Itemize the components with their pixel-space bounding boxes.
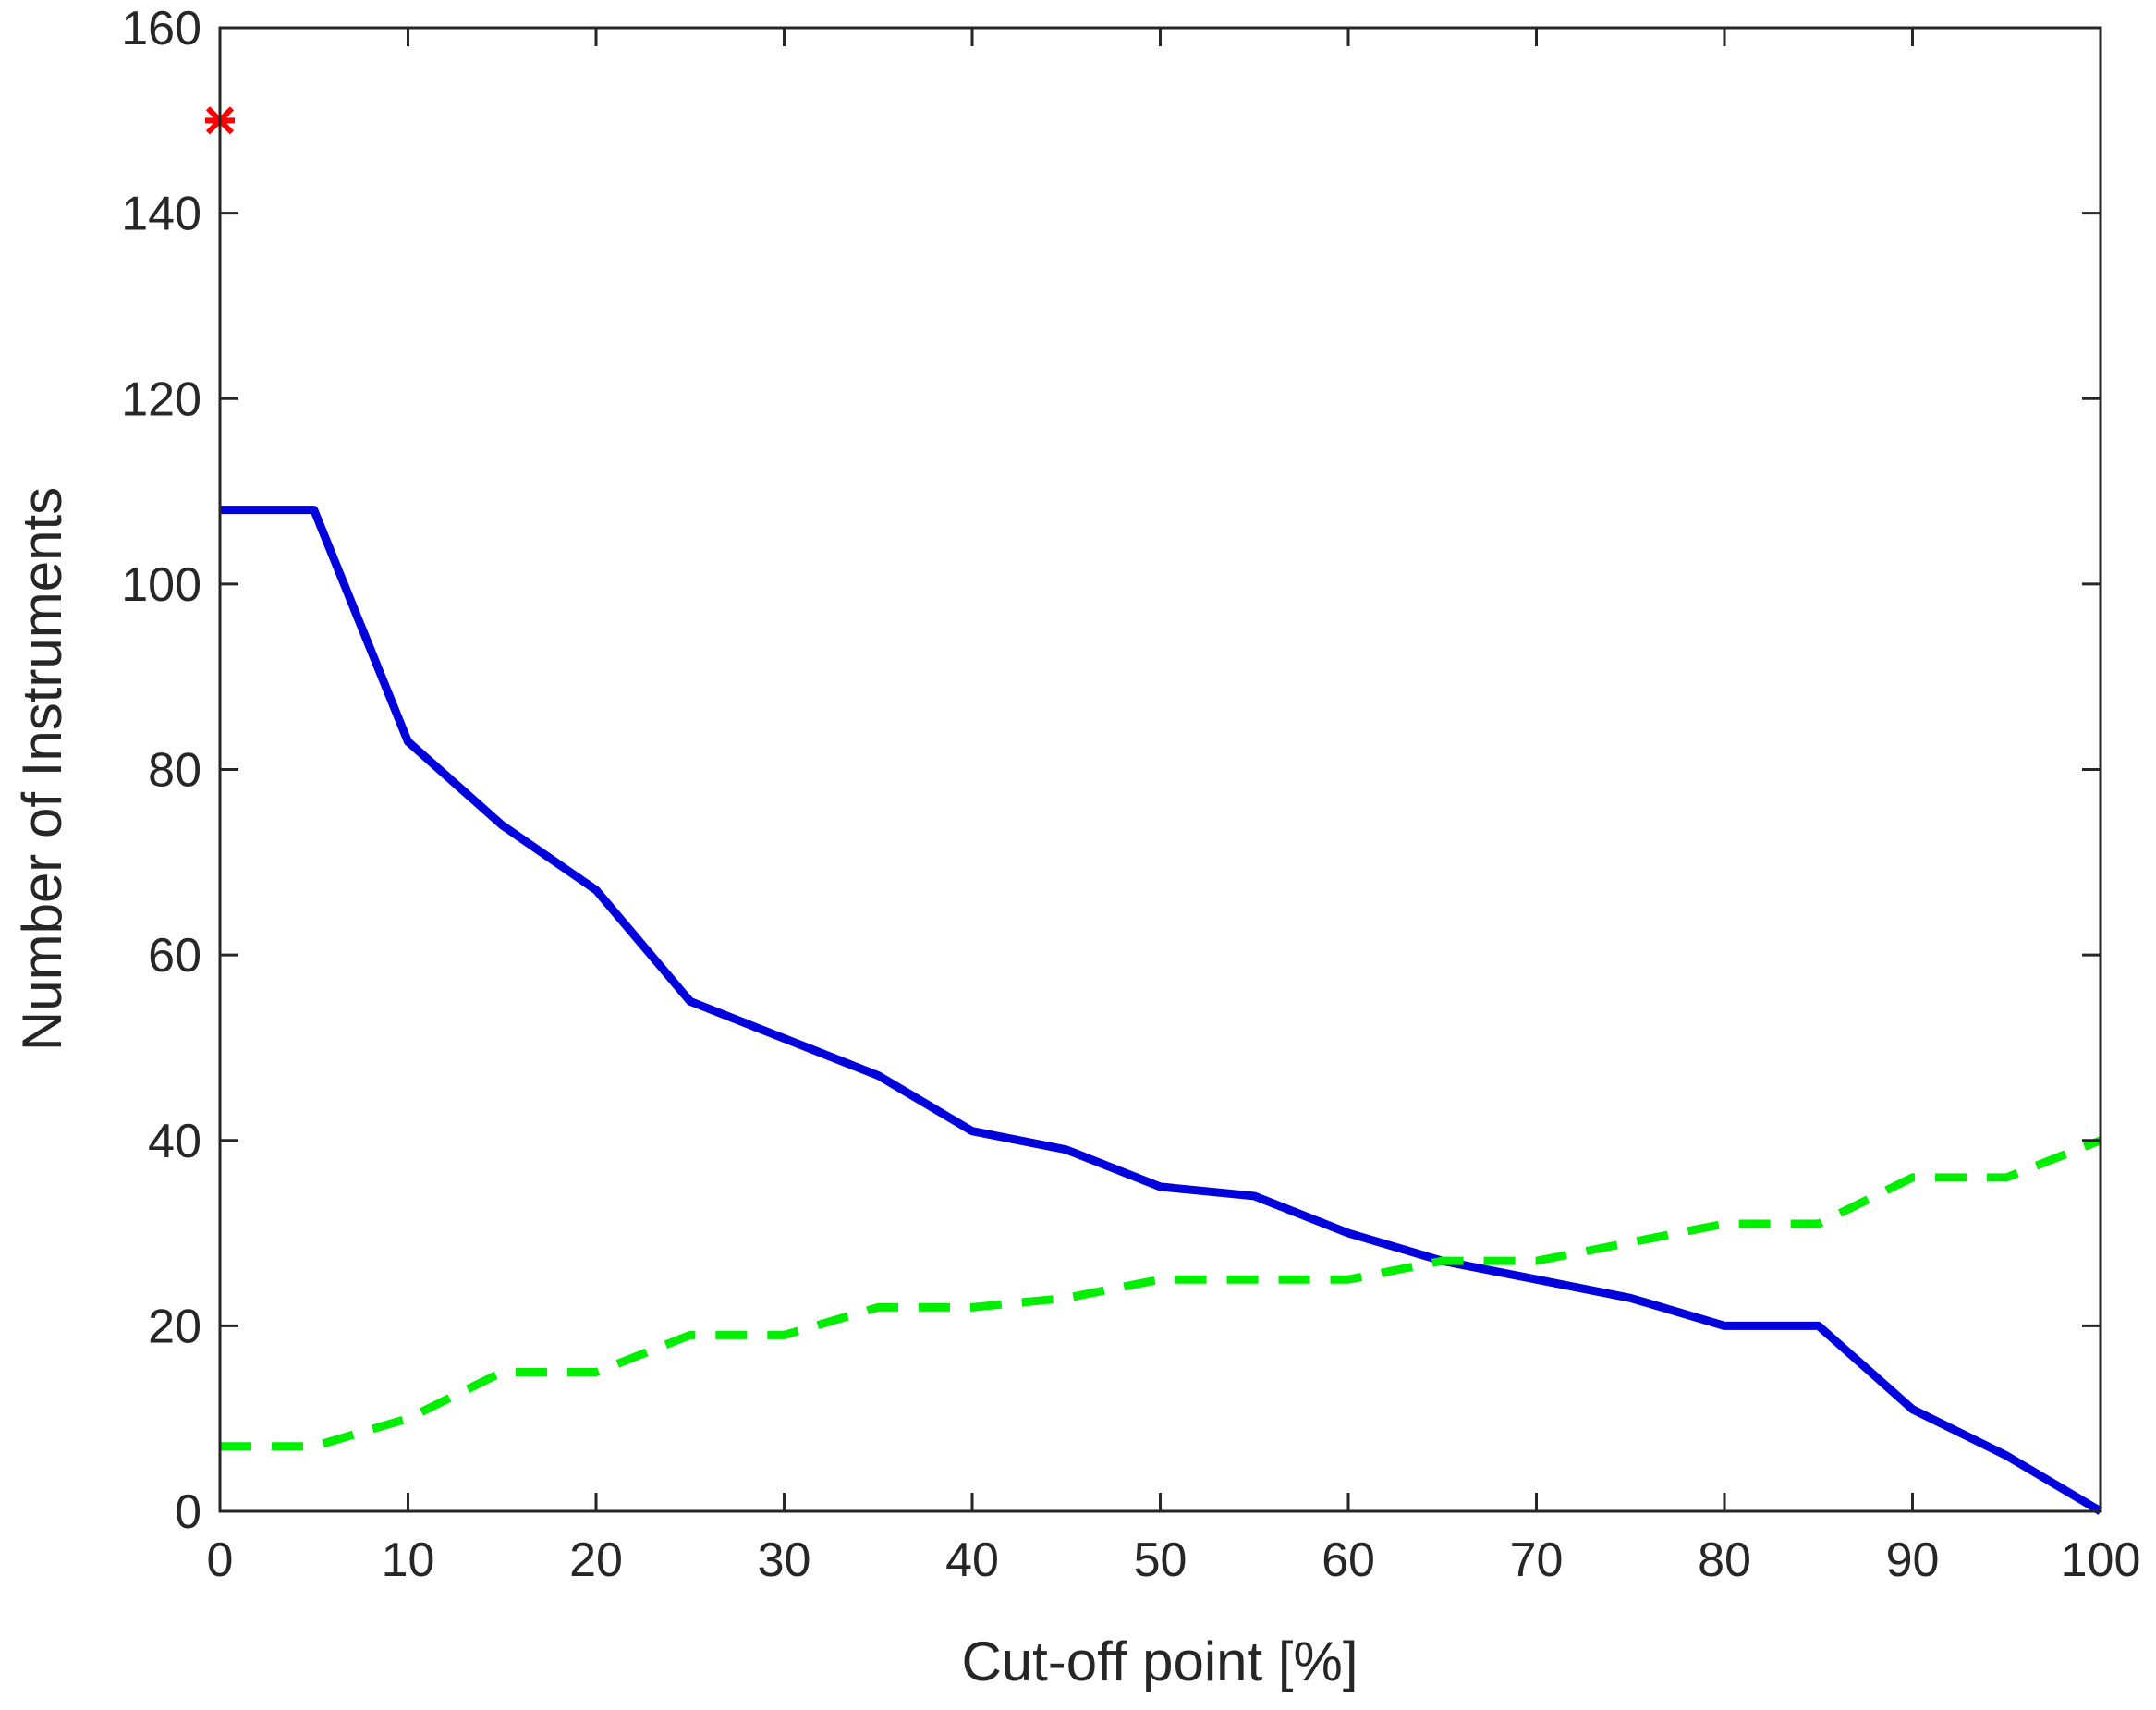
y-tick-label: 40 <box>148 1115 201 1168</box>
y-tick-label: 100 <box>121 558 201 612</box>
x-tick-label: 10 <box>382 1533 435 1587</box>
x-tick-label: 80 <box>1698 1533 1751 1587</box>
x-tick-label: 100 <box>2061 1533 2141 1587</box>
y-tick-label: 20 <box>148 1300 201 1353</box>
x-tick-label: 40 <box>945 1533 999 1587</box>
series-line-1 <box>220 506 2103 1515</box>
y-tick-label: 140 <box>121 188 201 241</box>
x-tick-label: 90 <box>1886 1533 1940 1587</box>
x-tick-label: 20 <box>569 1533 623 1587</box>
x-axis-title: Cut-off point [%] <box>961 1631 1358 1692</box>
x-tick-label: 70 <box>1510 1533 1564 1587</box>
x-tick-label: 60 <box>1322 1533 1375 1587</box>
axis-ticks: 0 10 20 30 40 50 60 70 80 90 100 0 20 40 60 80 100 120 140… <box>121 2 2140 1587</box>
y-tick-label: 120 <box>121 373 201 426</box>
y-tick-label: 80 <box>148 744 201 798</box>
x-tick-label: 30 <box>758 1533 811 1587</box>
y-tick-label: 60 <box>148 929 201 983</box>
x-tick-label: 50 <box>1134 1533 1188 1587</box>
y-tick-label: 0 <box>175 1485 201 1539</box>
y-axis-title: Number of Instruments <box>11 487 73 1051</box>
series-line-2 <box>220 1136 2102 1451</box>
x-tick-label: 0 <box>207 1533 234 1587</box>
y-tick-label: 160 <box>121 2 201 55</box>
